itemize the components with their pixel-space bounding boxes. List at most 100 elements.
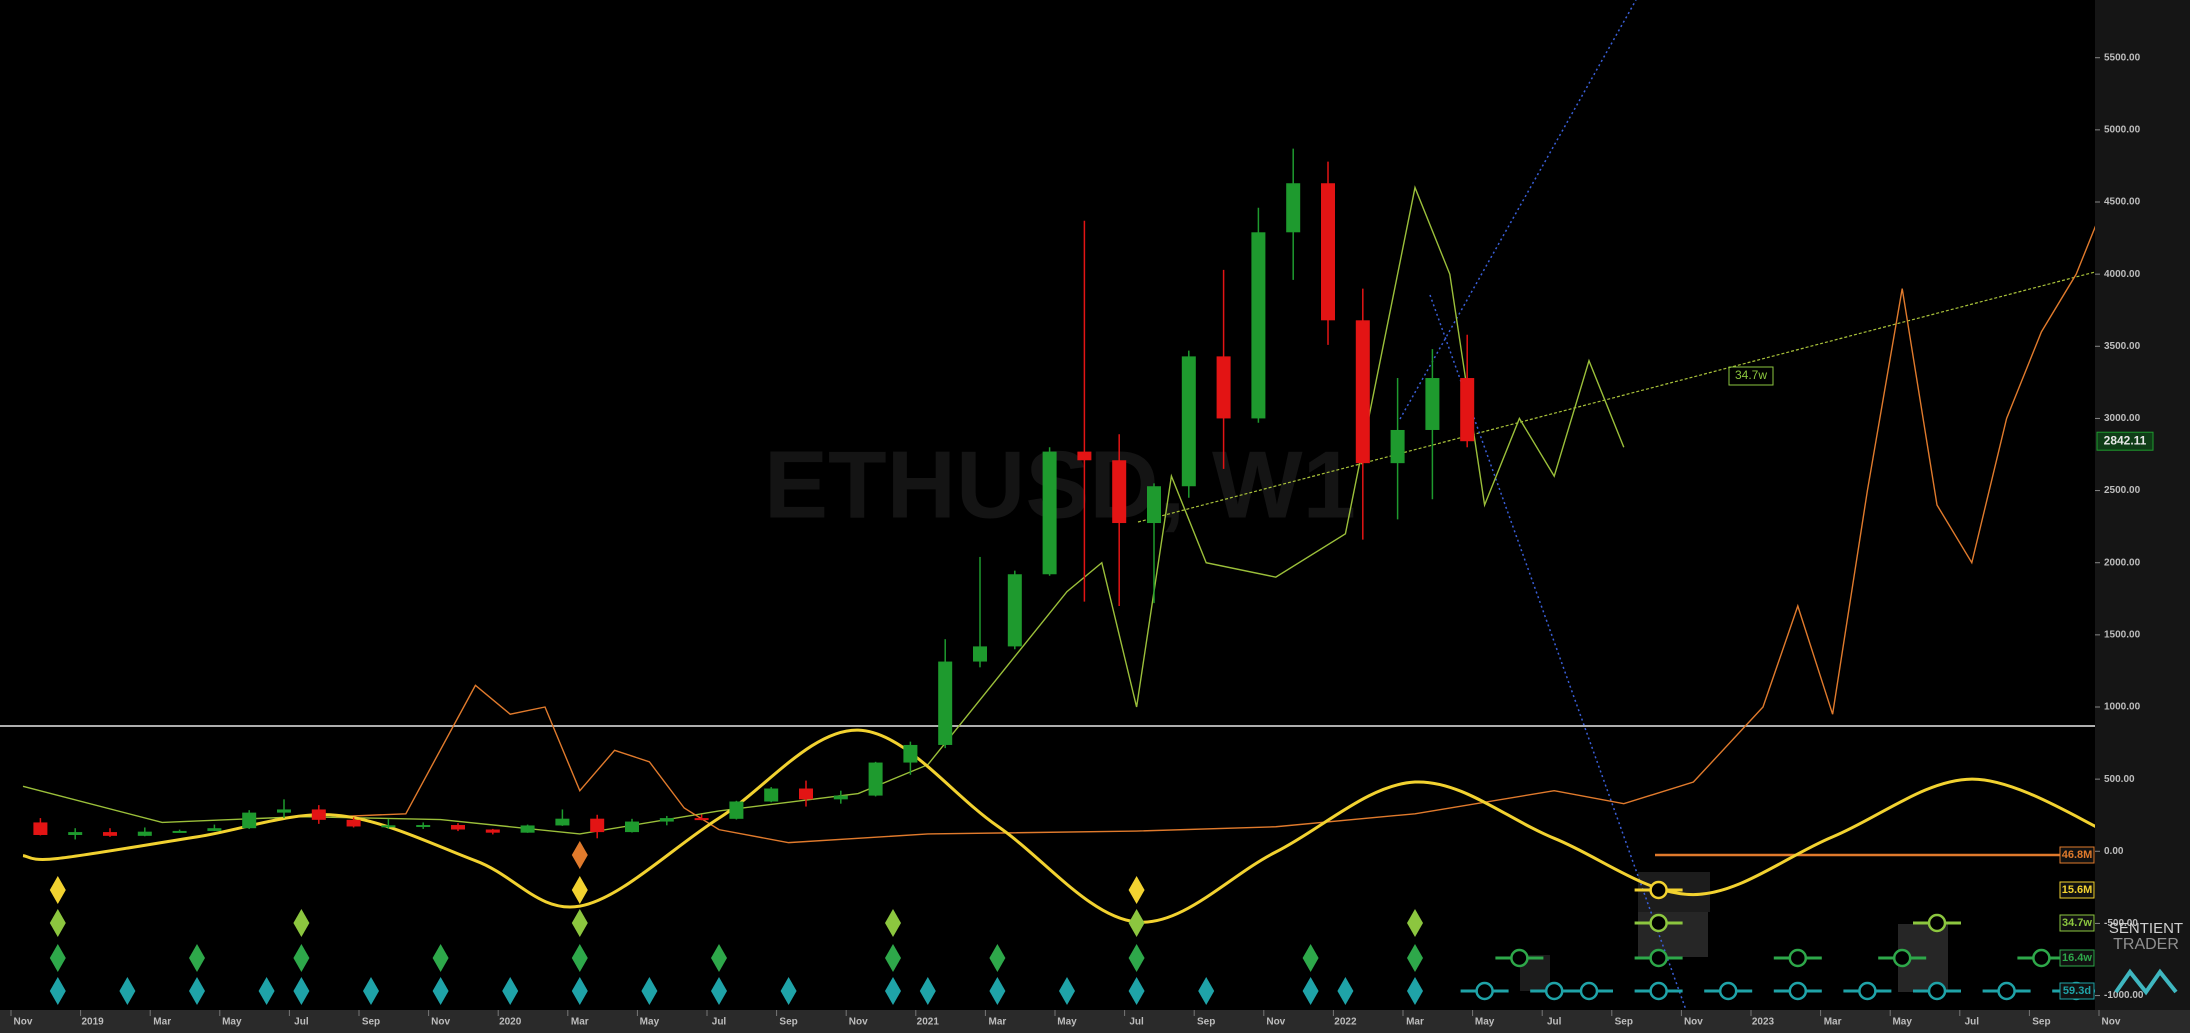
- candle-body: [33, 822, 48, 835]
- x-tick-label: Jul: [712, 1017, 727, 1028]
- candle-body: [973, 646, 987, 662]
- candle-body: [799, 788, 813, 800]
- cycle-trough: [432, 977, 449, 1005]
- cycle-tag-label: 34.7w: [2062, 917, 2092, 929]
- cycle-trough: [641, 977, 658, 1005]
- x-tick-label: Sep: [1615, 1017, 1633, 1028]
- cycle-trough: [1302, 977, 1319, 1005]
- candle-body: [1390, 429, 1405, 464]
- candle-body: [1321, 183, 1335, 321]
- x-tick-label: Nov: [1266, 1017, 1285, 1028]
- x-tick-label: May: [1475, 1017, 1495, 1028]
- cycle-projection: [1544, 981, 1564, 1001]
- x-tick-label: Nov: [431, 1017, 450, 1028]
- plot: [22, 148, 2112, 1005]
- candle-body: [137, 831, 152, 836]
- cycle-tag: [2059, 949, 2095, 967]
- x-tick-label: Mar: [1406, 1017, 1424, 1028]
- y-tick-label: 0.00: [2104, 846, 2124, 857]
- cycle-trough: [1198, 977, 1215, 1005]
- x-tick-label: Nov: [849, 1017, 868, 1028]
- cycle-projection: [1788, 948, 1808, 968]
- candle-body: [1007, 574, 1022, 647]
- watermark-title: ETHUSD, W1: [764, 431, 1356, 538]
- cycle-trough: [1407, 944, 1423, 972]
- y-tick-label: -500.00: [2104, 918, 2138, 929]
- x-tick-label: Mar: [153, 1017, 171, 1028]
- y-tick-label: 4000.00: [2104, 269, 2141, 280]
- x-tick-label: Jul: [1547, 1017, 1562, 1028]
- candle-body: [764, 788, 779, 802]
- y-tick-label: 5000.00: [2104, 124, 2141, 135]
- cycle-tag-label: 59.3d: [2063, 985, 2091, 997]
- cycle-tag-label: 16.4w: [2062, 952, 2092, 964]
- cycle-projection: [1649, 880, 1668, 900]
- x-tick-label: Nov: [14, 1017, 33, 1028]
- x-tick-label: May: [1057, 1017, 1077, 1028]
- candle-body: [381, 825, 396, 828]
- cycle-zone: [1638, 905, 1708, 957]
- brand-top: SENTIENT: [2109, 920, 2183, 937]
- axes: 5500.00 5000.00 4500.00 4000.00 3500.00 3000.…: [10, 52, 2154, 1028]
- cycle-trough: [189, 944, 205, 972]
- cycle-trough: [363, 977, 379, 1005]
- candle-body: [485, 829, 500, 833]
- candle-body: [833, 795, 848, 800]
- x-tick-label: Sep: [779, 1017, 797, 1028]
- cycle-trough: [258, 977, 275, 1005]
- cycle-projection: [1649, 913, 1668, 933]
- cycle-trough: [711, 977, 727, 1005]
- candle-body: [659, 818, 674, 822]
- candle-body: [346, 819, 361, 827]
- price-axis: [2095, 0, 2190, 1010]
- cycle-trough: [571, 944, 588, 972]
- cycle-trough: [1337, 977, 1354, 1005]
- cycle-trough: [1128, 944, 1145, 972]
- candle-body: [1425, 378, 1440, 430]
- candle-body: [1077, 451, 1092, 461]
- cycle-tag-label: 46.8M: [2062, 849, 2093, 861]
- y-tick-label: 4500.00: [2104, 197, 2141, 208]
- x-tick-label: Mar: [989, 1017, 1007, 1028]
- cycle-trough: [1128, 909, 1145, 937]
- cycle-badge-label: 34.7w: [1735, 368, 1767, 382]
- x-tick-label: Sep: [362, 1017, 380, 1028]
- cycle-trough: [571, 977, 588, 1005]
- brand-logo: [2114, 968, 2178, 996]
- cycle-trough: [989, 944, 1006, 972]
- candle-body: [729, 801, 744, 819]
- x-tick-label: Jul: [1965, 1017, 1980, 1028]
- candle-body: [938, 661, 953, 745]
- y-tick-label: 1000.00: [2104, 702, 2141, 713]
- x-tick-label: Mar: [1824, 1017, 1842, 1028]
- price-badge-label: 2842.11: [2104, 433, 2147, 447]
- y-tick-label: 2000.00: [2104, 557, 2141, 568]
- x-tick-label: May: [1892, 1017, 1912, 1028]
- x-tick-label: 2022: [1334, 1017, 1357, 1028]
- cycle-trough: [919, 977, 936, 1005]
- candle-body: [625, 821, 639, 833]
- candle-body: [277, 809, 291, 813]
- x-tick-label: 2019: [81, 1017, 104, 1028]
- candle-body: [451, 825, 465, 830]
- cycle-trough: [502, 977, 519, 1005]
- candle-body: [1251, 232, 1266, 419]
- x-tick-label: Sep: [1197, 1017, 1215, 1028]
- candle-body: [555, 818, 570, 826]
- y-tick-label: 3500.00: [2104, 341, 2141, 352]
- candle-body: [207, 828, 222, 831]
- cycle-trough: [1059, 977, 1075, 1005]
- x-tick-label: 2020: [499, 1017, 522, 1028]
- candle-body: [903, 744, 918, 763]
- cycle-projection: [1927, 981, 1947, 1001]
- cycle-trough: [49, 944, 66, 972]
- cycle-projection: [1927, 913, 1947, 933]
- candle-body: [1216, 356, 1231, 419]
- trend-line: [1399, 0, 1637, 420]
- cycle-projection: [1788, 981, 1808, 1001]
- cycle-projection: [1649, 948, 1668, 968]
- cycle-projection: [1892, 948, 1912, 968]
- x-tick-label: 2023: [1752, 1017, 1775, 1028]
